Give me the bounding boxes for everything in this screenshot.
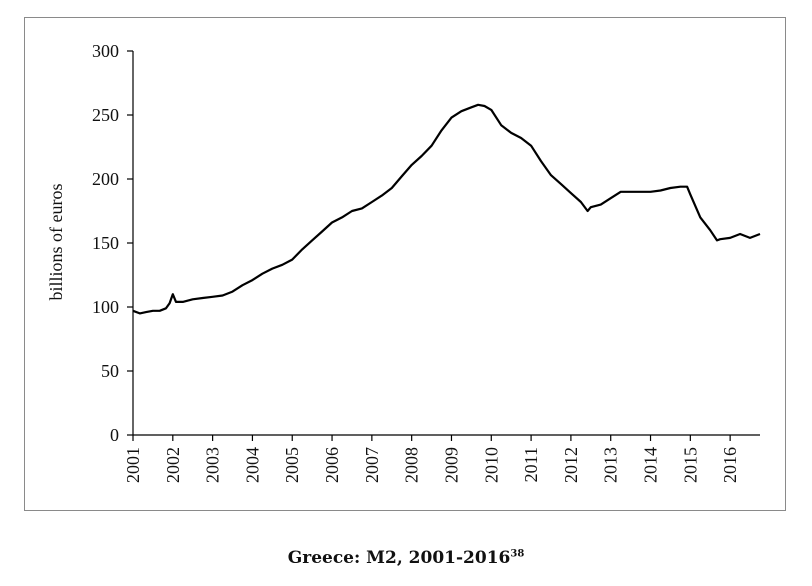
x-tick-label: 2006 xyxy=(322,447,342,483)
y-axis-label: billions of euros xyxy=(46,184,66,301)
y-tick-label: 100 xyxy=(92,297,119,317)
x-tick-label: 2001 xyxy=(123,447,143,483)
chart-frame xyxy=(24,17,786,511)
x-tick-label: 2011 xyxy=(521,447,541,482)
y-tick-label: 0 xyxy=(110,425,119,445)
caption-title: Greece: M2, 2001-2016 xyxy=(287,548,511,568)
x-tick-label: 2014 xyxy=(641,447,661,483)
x-tick-label: 2005 xyxy=(282,447,302,483)
x-tick-label: 2015 xyxy=(680,447,700,483)
y-tick-label: 200 xyxy=(92,169,119,189)
y-axis-ticks: 0 50 100 150 200 250 300 xyxy=(92,41,133,445)
x-tick-label: 2012 xyxy=(561,447,581,483)
m2-series-line xyxy=(132,103,761,315)
figure-caption: Greece: M2, 2001-201638 xyxy=(0,548,812,568)
y-tick-label: 250 xyxy=(92,105,119,125)
x-axis-ticks: 2001 2002 2003 2004 2005 2006 2007 2008 2009 2010… xyxy=(123,435,740,483)
x-tick-label: 2004 xyxy=(242,447,262,483)
footnote-marker: 38 xyxy=(510,548,525,560)
axes xyxy=(132,51,760,436)
x-tick-label: 2016 xyxy=(720,447,740,483)
x-tick-label: 2013 xyxy=(601,447,621,483)
x-tick-label: 2007 xyxy=(362,447,382,483)
y-tick-label: 150 xyxy=(92,233,119,253)
x-tick-label: 2002 xyxy=(163,447,183,483)
y-tick-label: 300 xyxy=(92,41,119,61)
x-tick-label: 2009 xyxy=(441,447,461,483)
x-tick-label: 2003 xyxy=(203,447,223,483)
x-tick-label: 2010 xyxy=(481,447,501,483)
y-tick-label: 50 xyxy=(101,361,119,381)
x-tick-label: 2008 xyxy=(402,447,422,483)
